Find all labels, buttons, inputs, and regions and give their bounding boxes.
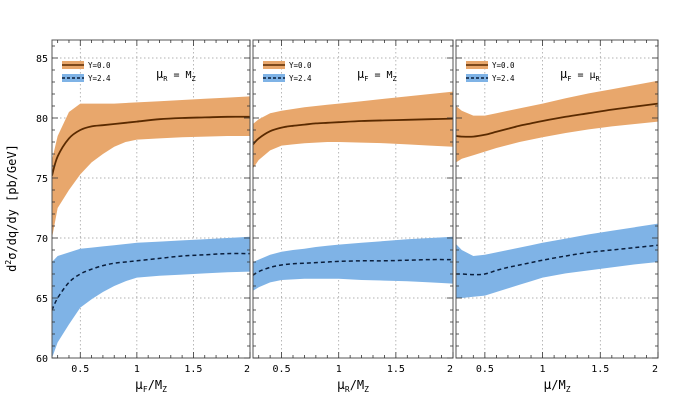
x-tick-label: 0.5 xyxy=(71,364,89,375)
scale-condition: μR = MZ xyxy=(156,67,196,83)
y-tick-label: 80 xyxy=(36,114,48,125)
scale-condition: μF = MZ xyxy=(357,67,397,83)
x-tick-label: 2 xyxy=(652,364,658,375)
line-y0 xyxy=(456,102,658,138)
legend: Y=0.0 Y=2.4 xyxy=(62,61,111,83)
x-tick-label: 1.5 xyxy=(184,364,202,375)
y-tick-label: 60 xyxy=(36,354,48,365)
series-group xyxy=(253,91,453,291)
line-y24 xyxy=(456,244,658,276)
band-y24 xyxy=(253,236,453,291)
line-y0 xyxy=(52,115,250,176)
band-y24 xyxy=(456,223,658,298)
x-tick-label: 1 xyxy=(134,364,140,375)
series-group xyxy=(456,80,658,298)
panels-group: 0.5 1 1.5 2 60 65 70 75 80 85 μF/MZ Y=0.0 Y=2.4 μR = … xyxy=(36,39,659,394)
legend: Y=0.0 Y=2.4 xyxy=(263,61,312,83)
band-y24 xyxy=(52,236,250,358)
plot-frame xyxy=(51,39,251,359)
series-group xyxy=(52,96,250,358)
y-tick-label: 75 xyxy=(36,174,48,185)
panel-left: 0.5 1 1.5 2 60 65 70 75 80 85 μF/MZ Y=0.0 Y=2.4 μR = … xyxy=(36,39,251,394)
x-tick-label: 0.5 xyxy=(476,364,494,375)
scale-condition: μF = μR xyxy=(560,67,601,83)
x-tick-label: 0.5 xyxy=(273,364,291,375)
line-y24 xyxy=(253,258,453,276)
x-axis-label: μ/MZ xyxy=(543,378,570,394)
y-tick-label: 70 xyxy=(36,234,48,245)
x-tick-label: 2 xyxy=(244,364,250,375)
tick-marks xyxy=(456,40,659,359)
tick-marks xyxy=(253,40,454,359)
x-tick-label: 1 xyxy=(336,364,342,375)
grid-lines xyxy=(52,40,250,358)
x-tick-label: 1.5 xyxy=(387,364,405,375)
legend: Y=0.0 Y=2.4 xyxy=(466,61,515,83)
y-tick-label: 85 xyxy=(36,54,48,65)
x-axis-label: μF/MZ xyxy=(135,378,167,394)
plot-frame xyxy=(455,39,659,359)
legend-label-y24: Y=2.4 xyxy=(289,74,312,83)
x-tick-label: 1.5 xyxy=(591,364,609,375)
legend-label-y24: Y=2.4 xyxy=(492,74,515,83)
line-y0 xyxy=(253,117,453,146)
plot-frame xyxy=(252,39,454,359)
band-y0 xyxy=(52,96,250,239)
band-y0 xyxy=(456,80,658,163)
panel-right: 0.5 1 1.5 2 μ/MZ Y=0.0 Y=2.4 μF = μR xyxy=(455,39,659,394)
line-y24 xyxy=(52,252,250,311)
legend-label-y0: Y=0.0 xyxy=(289,61,312,70)
y-axis-label: d2σ/dq/dy [pb/GeV] xyxy=(4,144,19,272)
legend-label-y24: Y=2.4 xyxy=(88,74,111,83)
x-tick-label: 2 xyxy=(447,364,453,375)
grid-lines xyxy=(253,40,453,358)
x-tick-label: 1 xyxy=(540,364,546,375)
legend-label-y0: Y=0.0 xyxy=(492,61,515,70)
legend-label-y0: Y=0.0 xyxy=(88,61,111,70)
y-tick-label: 65 xyxy=(36,294,48,305)
x-axis-label: μR/MZ xyxy=(337,378,369,394)
panel-middle: 0.5 1 1.5 2 μR/MZ Y=0.0 Y=2.4 μF = MZ xyxy=(252,39,454,394)
band-y0 xyxy=(253,91,453,169)
tick-marks xyxy=(52,40,251,359)
